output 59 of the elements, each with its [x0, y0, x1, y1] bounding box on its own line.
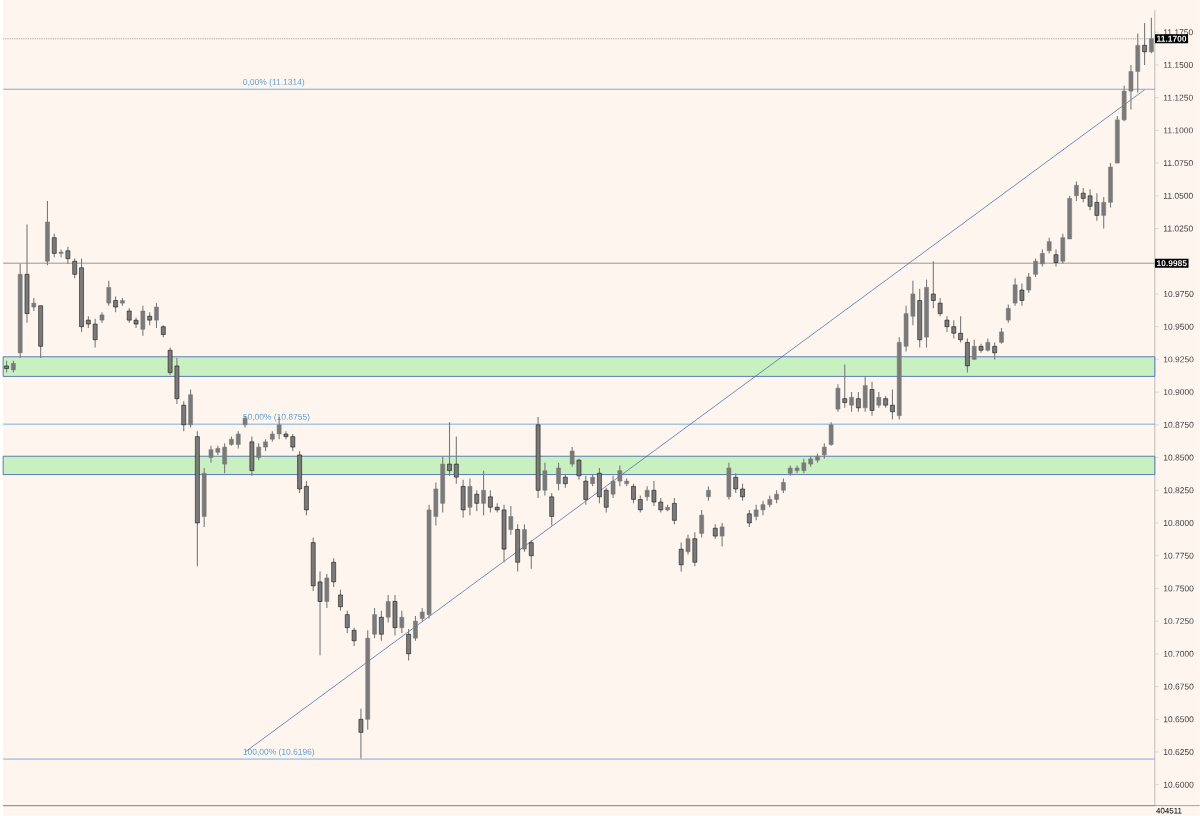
candlestick: [549, 492, 555, 527]
candlestick: [481, 470, 486, 516]
candlestick: [338, 589, 343, 612]
candlestick: [154, 302, 159, 329]
candlestick: [828, 421, 834, 447]
candlestick: [1074, 181, 1079, 202]
y-tick-label: 10.7000: [1163, 651, 1194, 658]
y-tick-label: 10.9750: [1163, 291, 1194, 298]
candlestick: [583, 475, 589, 506]
y-tick-label: 11.1500: [1163, 62, 1193, 69]
ref-line-label: 50,00% (10.8755): [243, 413, 310, 422]
candlestick: [958, 315, 963, 344]
ref-line-label: 100,00% (10.6196): [243, 748, 315, 757]
y-tick-label: 11.1750: [1163, 29, 1193, 36]
y-tick-label: 10.9000: [1163, 389, 1194, 396]
candlestick: [406, 628, 411, 662]
candlestick: [597, 467, 602, 505]
y-tick-label: 10.8750: [1163, 422, 1194, 428]
y-tick-label: 10.7750: [1163, 552, 1194, 559]
y-tick-label: 10.8500: [1163, 454, 1194, 461]
candlestick: [344, 610, 350, 634]
ref-line-label: 0,00% (11.1314): [243, 78, 305, 87]
y-tick-label: 11.1000: [1163, 127, 1193, 134]
candlestick: [413, 615, 418, 642]
ref-line-label: 10.9985: [1157, 260, 1187, 267]
candlestick: [372, 607, 377, 639]
candlestick: [106, 280, 112, 307]
ref-line-label: 11.1700: [1157, 35, 1187, 42]
y-tick-label: 10.8000: [1163, 520, 1194, 527]
y-tick-label: 10.7250: [1163, 618, 1194, 625]
candlestick: [454, 436, 459, 485]
candlestick: [181, 400, 187, 433]
y-tick-label: 10.6250: [1163, 749, 1194, 756]
candlestick: [351, 627, 357, 647]
candlestick: [890, 389, 895, 421]
y-tick-label: 10.9250: [1163, 356, 1194, 363]
candlestick: [672, 497, 677, 526]
candlestick: [556, 462, 561, 491]
candlestick: [937, 297, 943, 317]
y-tick-label: 11.0500: [1163, 192, 1193, 199]
candlestick: [965, 338, 970, 374]
y-tick-label: 10.7500: [1163, 585, 1194, 592]
candlestick: [488, 489, 493, 514]
y-tick-label: 10.6500: [1163, 716, 1194, 723]
y-tick-label: 11.1250: [1163, 94, 1193, 101]
y-tick-label: 10.6000: [1163, 781, 1194, 788]
candlestick: [522, 523, 527, 553]
y-tick-label: 11.0250: [1163, 225, 1193, 232]
y-tick-label: 10.8250: [1163, 487, 1194, 494]
candlestick: [1006, 304, 1011, 324]
candlestick: [304, 480, 309, 516]
candlestick: [528, 539, 534, 570]
y-tick-label: 11.0750: [1163, 160, 1193, 167]
candlestick: [849, 391, 854, 413]
y-tick-label: 10.6750: [1163, 683, 1194, 690]
candlestick: [699, 509, 704, 539]
candlestick: [447, 421, 452, 477]
candlestick: [631, 483, 636, 505]
y-tick-label: 10.9500: [1163, 323, 1194, 330]
